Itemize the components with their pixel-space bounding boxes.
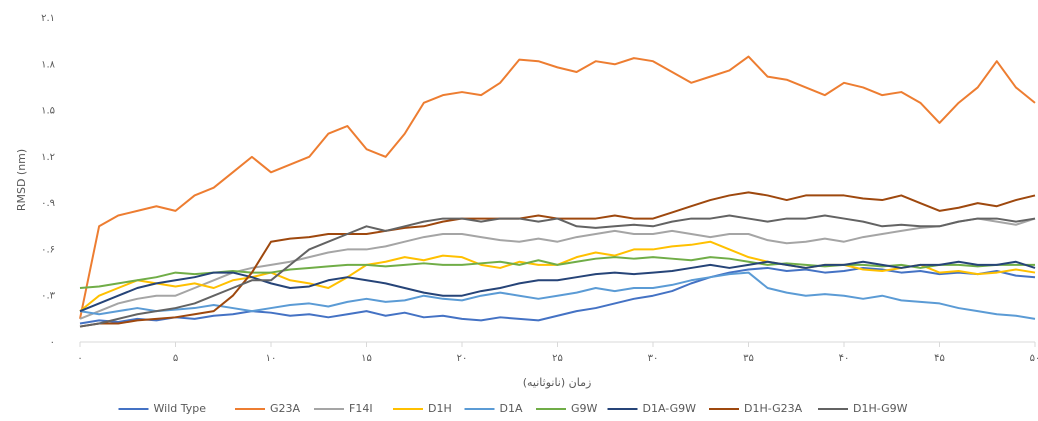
y-tick-label: ۱.۵ xyxy=(41,106,55,117)
y-tick-label: ۱.۸ xyxy=(41,59,56,70)
x-tick-label: ۰ xyxy=(77,353,82,364)
legend-label: D1A-G9W xyxy=(643,402,697,415)
x-tick-label: ۵ xyxy=(173,353,178,364)
x-tick-label: ۱۵ xyxy=(361,353,372,364)
y-tick-label: ۰.۹ xyxy=(41,198,55,209)
series-line xyxy=(79,256,1035,289)
x-tick-label: ۴۵ xyxy=(934,353,945,364)
x-axis-label: زمان (نانوثانیه) xyxy=(523,376,592,389)
x-tick-label: ۴۰ xyxy=(839,353,850,364)
y-axis-label: RMSD (nm) xyxy=(15,149,28,211)
legend-label: D1H-G23A xyxy=(744,402,803,415)
y-tick-label: ۰ xyxy=(50,337,55,348)
legend-label: D1A xyxy=(500,402,523,415)
x-tick-label: ۵۰ xyxy=(1030,353,1038,364)
y-tick-label: ۲.۱ xyxy=(41,13,55,24)
legend-label: Wild Type xyxy=(154,402,207,415)
legend-label: G23A xyxy=(270,402,301,415)
x-tick-label: ۲۰ xyxy=(457,353,468,364)
legend-label: F14I xyxy=(349,402,373,415)
series-line xyxy=(79,260,1036,313)
series-line xyxy=(79,55,1036,320)
y-tick-label: ۱.۲ xyxy=(41,152,55,163)
series-line xyxy=(79,271,1036,320)
legend-label: G9W xyxy=(571,402,598,415)
y-tick-label: ۰.۳ xyxy=(41,291,56,302)
series-line xyxy=(79,214,1036,328)
x-tick-label: ۳۰ xyxy=(648,353,659,364)
legend-label: D1H xyxy=(428,402,452,415)
x-tick-label: ۱۰ xyxy=(266,353,277,364)
x-tick-label: ۳۵ xyxy=(743,353,754,364)
x-tick-label: ۲۵ xyxy=(552,353,563,364)
y-tick-label: ۰.۶ xyxy=(41,244,55,255)
legend-label: D1H-G9W xyxy=(853,402,908,415)
series-line xyxy=(79,266,1036,325)
